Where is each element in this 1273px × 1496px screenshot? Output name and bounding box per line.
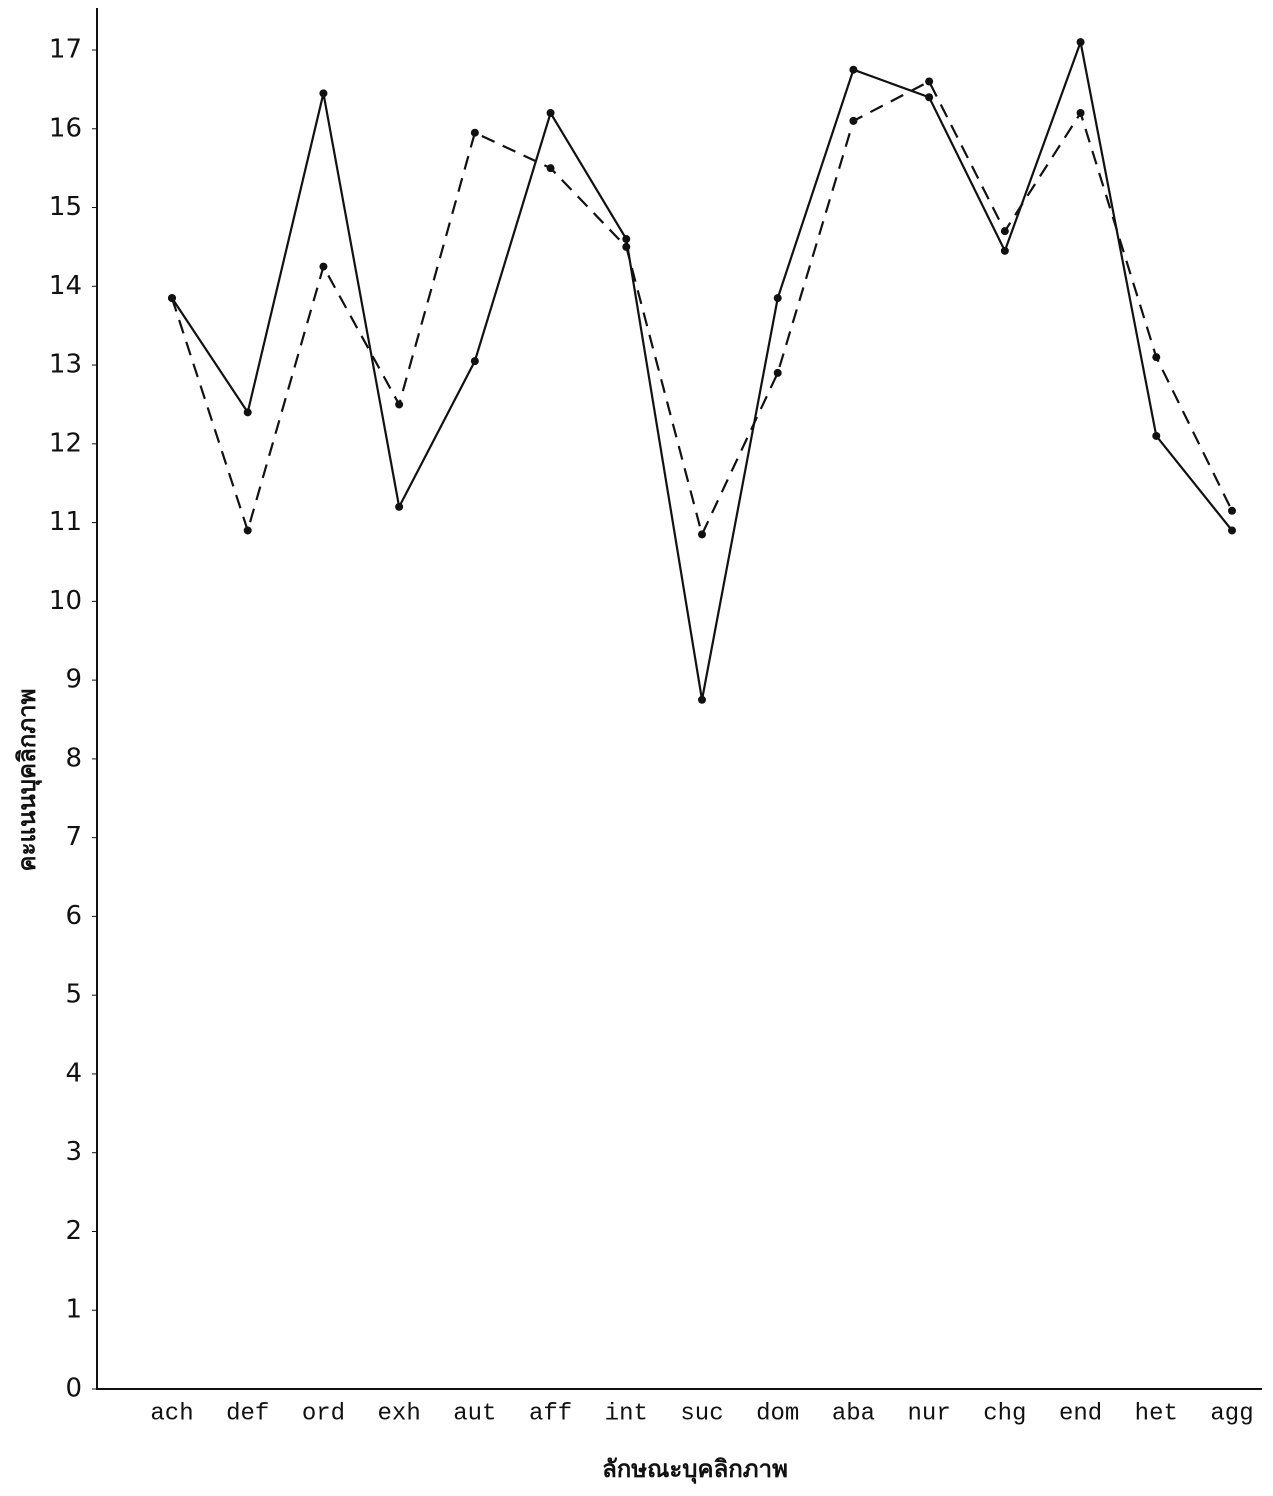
point xyxy=(774,294,782,302)
point xyxy=(1228,507,1236,515)
point xyxy=(622,243,630,251)
point xyxy=(925,93,933,101)
y-tick-label: 1 xyxy=(65,1295,82,1325)
y-tick-label: 3 xyxy=(65,1137,82,1167)
x-tick-label: end xyxy=(1059,1400,1102,1427)
x-tick-label: ord xyxy=(302,1400,345,1427)
y-tick-label: 5 xyxy=(65,980,82,1010)
y-tick-label: 10 xyxy=(49,586,82,616)
point xyxy=(1228,526,1236,534)
y-tick-label: 15 xyxy=(49,192,82,222)
point xyxy=(774,369,782,377)
point xyxy=(244,526,252,534)
point xyxy=(395,400,403,408)
point xyxy=(1077,109,1085,117)
x-axis-label: ลักษณะบุคลิกภาพ xyxy=(602,1455,788,1485)
point xyxy=(547,164,555,172)
point xyxy=(1001,247,1009,255)
point xyxy=(1077,38,1085,46)
point xyxy=(319,263,327,271)
y-axis-label: คะแนนบุคลิกภาพ xyxy=(13,689,43,872)
line xyxy=(172,82,1232,535)
point xyxy=(925,78,933,86)
x-tick-label: aba xyxy=(832,1400,875,1427)
y-tick-label: 14 xyxy=(49,271,82,301)
y-tick-label: 9 xyxy=(65,665,82,695)
point xyxy=(319,89,327,97)
x-tick-label: agg xyxy=(1210,1400,1253,1427)
chart: ลักษณะบุคลิกภาพ คะแนนบุคลิกภาพ 012345678… xyxy=(0,0,1273,1496)
x-tick-label: dom xyxy=(756,1400,799,1427)
x-tick-label: int xyxy=(605,1400,648,1427)
point xyxy=(547,109,555,117)
x-tick-label: ach xyxy=(150,1400,193,1427)
y-tick-label: 16 xyxy=(49,113,82,143)
point xyxy=(698,530,706,538)
point xyxy=(471,357,479,365)
y-tick-label: 0 xyxy=(65,1374,82,1404)
y-tick-label: 8 xyxy=(65,743,82,773)
point xyxy=(849,66,857,74)
y-tick-label: 4 xyxy=(65,1058,82,1088)
y-tick-label: 6 xyxy=(65,901,82,931)
point xyxy=(471,129,479,137)
point xyxy=(1152,432,1160,440)
x-tick-label: het xyxy=(1135,1400,1178,1427)
point xyxy=(1001,227,1009,235)
x-tick-label: def xyxy=(226,1400,269,1427)
point xyxy=(849,117,857,125)
line xyxy=(172,42,1232,700)
x-tick-label: aut xyxy=(453,1400,496,1427)
x-tick-label: nur xyxy=(908,1400,951,1427)
y-tick-label: 7 xyxy=(65,822,82,852)
point xyxy=(622,235,630,243)
point xyxy=(1152,353,1160,361)
x-tick-label: chg xyxy=(983,1400,1026,1427)
x-tick-label: exh xyxy=(378,1400,421,1427)
point xyxy=(395,503,403,511)
x-tick-label: aff xyxy=(529,1400,572,1427)
point xyxy=(244,408,252,416)
point xyxy=(168,294,176,302)
point xyxy=(698,696,706,704)
y-tick-label: 2 xyxy=(65,1216,82,1246)
x-tick-label: suc xyxy=(680,1400,723,1427)
y-tick-label: 12 xyxy=(49,428,82,458)
y-tick-label: 13 xyxy=(49,350,82,380)
y-tick-label: 17 xyxy=(49,35,82,65)
y-tick-label: 11 xyxy=(49,507,82,537)
